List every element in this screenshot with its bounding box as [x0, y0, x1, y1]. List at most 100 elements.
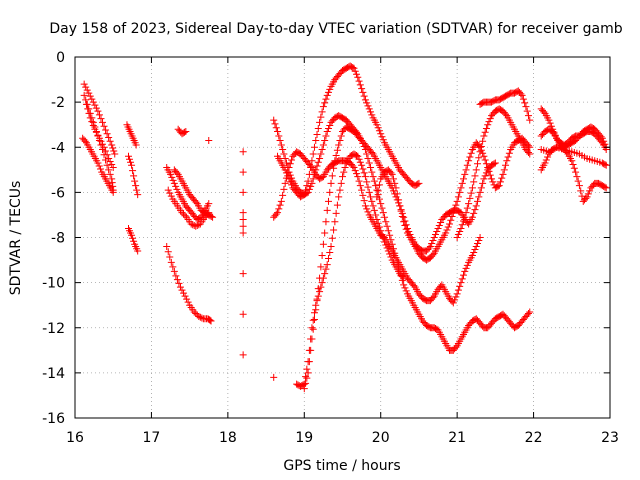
data-point: [314, 285, 322, 293]
data-point: [482, 160, 490, 168]
data-point: [355, 155, 363, 163]
data-point: [373, 193, 381, 201]
chart-title: Day 158 of 2023, Sidereal Day-to-day VTE…: [49, 21, 622, 37]
data-point: [164, 186, 172, 194]
data-point: [286, 178, 294, 186]
data-point: [601, 161, 609, 169]
data-point: [109, 144, 117, 152]
data-point: [335, 141, 343, 149]
data-point: [602, 161, 610, 169]
data-point: [521, 99, 529, 107]
data-point: [308, 335, 316, 343]
data-point: [524, 309, 532, 317]
data-point: [372, 182, 380, 190]
series-trace-aa: [537, 143, 610, 169]
data-point: [270, 116, 278, 124]
data-point: [324, 124, 332, 132]
data-point: [300, 191, 308, 199]
data-point: [398, 212, 406, 220]
data-point: [189, 221, 197, 229]
data-point: [574, 177, 582, 185]
data-point: [309, 150, 317, 158]
data-point: [373, 121, 381, 129]
data-point: [207, 212, 215, 220]
data-point: [83, 86, 91, 94]
data-point: [524, 112, 532, 120]
data-point: [308, 157, 316, 165]
data-point: [330, 164, 338, 172]
data-point: [475, 193, 483, 201]
data-point: [309, 316, 317, 324]
data-point: [271, 120, 279, 128]
data-point: [164, 248, 172, 256]
data-point: [484, 121, 492, 129]
data-point: [317, 263, 325, 271]
data-point: [198, 314, 206, 322]
data-point: [134, 247, 142, 255]
data-point: [526, 150, 534, 158]
data-point: [377, 200, 385, 208]
data-point: [163, 243, 171, 251]
data-point: [374, 219, 382, 227]
data-point: [108, 161, 116, 169]
data-point: [322, 132, 330, 140]
data-point: [109, 164, 117, 172]
data-point: [526, 308, 534, 316]
data-point: [477, 184, 485, 192]
data-point: [178, 209, 186, 217]
data-point: [277, 141, 285, 149]
data-point: [167, 192, 175, 200]
data-point: [381, 238, 389, 246]
data-point: [360, 169, 368, 177]
data-point: [321, 229, 329, 237]
data-point: [480, 132, 488, 140]
data-point: [169, 176, 177, 184]
data-point: [272, 124, 280, 132]
data-point: [572, 168, 580, 176]
data-point: [364, 208, 372, 216]
data-point: [353, 70, 361, 78]
data-point: [310, 309, 318, 317]
data-point: [106, 158, 114, 166]
data-point: [365, 159, 373, 167]
data-point: [132, 182, 140, 190]
data-point: [354, 152, 362, 160]
data-point: [354, 173, 362, 181]
data-point: [367, 193, 375, 201]
data-point: [310, 143, 318, 151]
data-point: [471, 206, 479, 214]
data-point: [461, 267, 469, 275]
data-point: [350, 64, 358, 72]
data-point: [102, 147, 110, 155]
x-tick-label: 20: [372, 430, 390, 446]
data-point: [456, 227, 464, 235]
data-point: [361, 96, 369, 104]
data-point: [578, 192, 586, 200]
data-point: [517, 90, 525, 98]
data-point: [453, 290, 461, 298]
data-point: [126, 155, 134, 163]
data-point: [598, 134, 606, 142]
data-point: [460, 175, 468, 183]
data-point: [426, 243, 434, 251]
data-point: [582, 194, 590, 202]
data-point: [309, 175, 317, 183]
data-point: [305, 170, 313, 178]
data-point: [180, 210, 188, 218]
data-point: [401, 221, 409, 229]
data-point: [444, 223, 452, 231]
y-tick-label: -2: [51, 95, 65, 111]
data-point: [601, 183, 609, 191]
series-trace-p: [270, 148, 484, 307]
data-point: [372, 211, 380, 219]
data-point: [457, 279, 465, 287]
series-trace-a: [80, 80, 119, 158]
y-tick-label: -6: [51, 185, 65, 201]
data-point: [167, 258, 175, 266]
data-point: [279, 146, 287, 154]
data-point: [451, 296, 459, 304]
series-trace-w: [476, 87, 534, 124]
data-point: [239, 351, 247, 359]
data-point: [128, 161, 136, 169]
